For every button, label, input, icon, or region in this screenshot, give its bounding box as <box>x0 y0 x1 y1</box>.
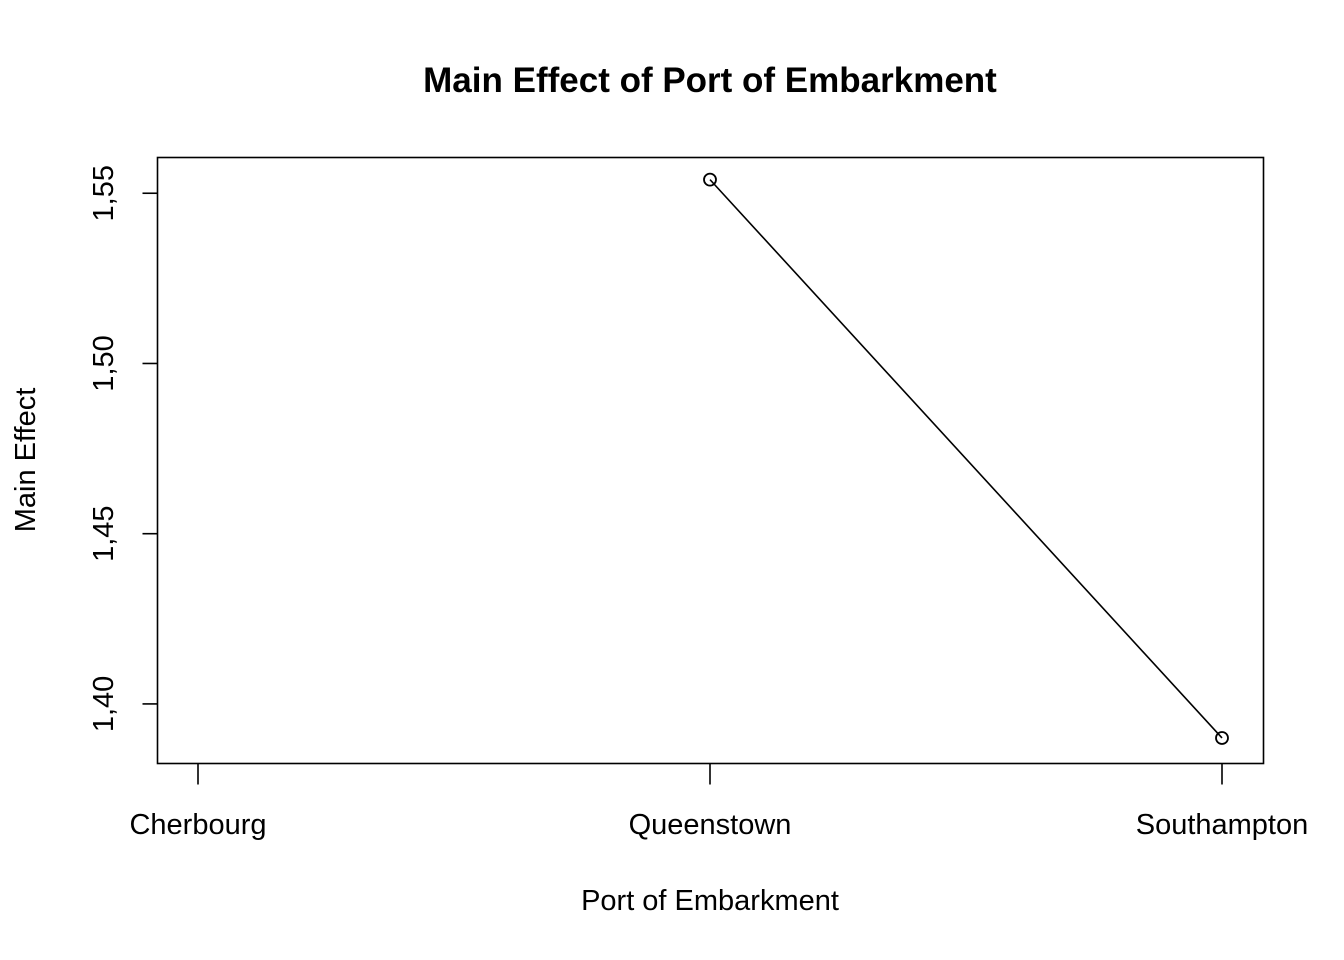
x-tick-label: Southampton <box>1136 809 1309 841</box>
x-axis: Cherbourg Queenstown Southampton <box>129 763 1309 841</box>
y-tick-label: 1,50 <box>88 335 120 391</box>
plot-frame <box>156 156 1265 765</box>
y-axis-label: Main Effect <box>10 388 42 533</box>
series-layer <box>703 172 1229 745</box>
chart-title: Main Effect of Port of Embarkment <box>423 61 997 100</box>
series-line <box>709 179 1223 739</box>
x-tick-label: Queenstown <box>629 809 792 841</box>
x-tick-label: Cherbourg <box>129 809 266 841</box>
x-axis-label: Port of Embarkment <box>581 885 839 917</box>
data-point <box>1215 731 1229 745</box>
y-tick-label: 1,55 <box>88 165 120 221</box>
y-axis: 1,40 1,45 1,50 1,55 <box>88 165 158 732</box>
data-point <box>703 172 717 187</box>
y-tick-label: 1,45 <box>88 505 120 561</box>
y-tick-label: 1,40 <box>88 676 120 732</box>
